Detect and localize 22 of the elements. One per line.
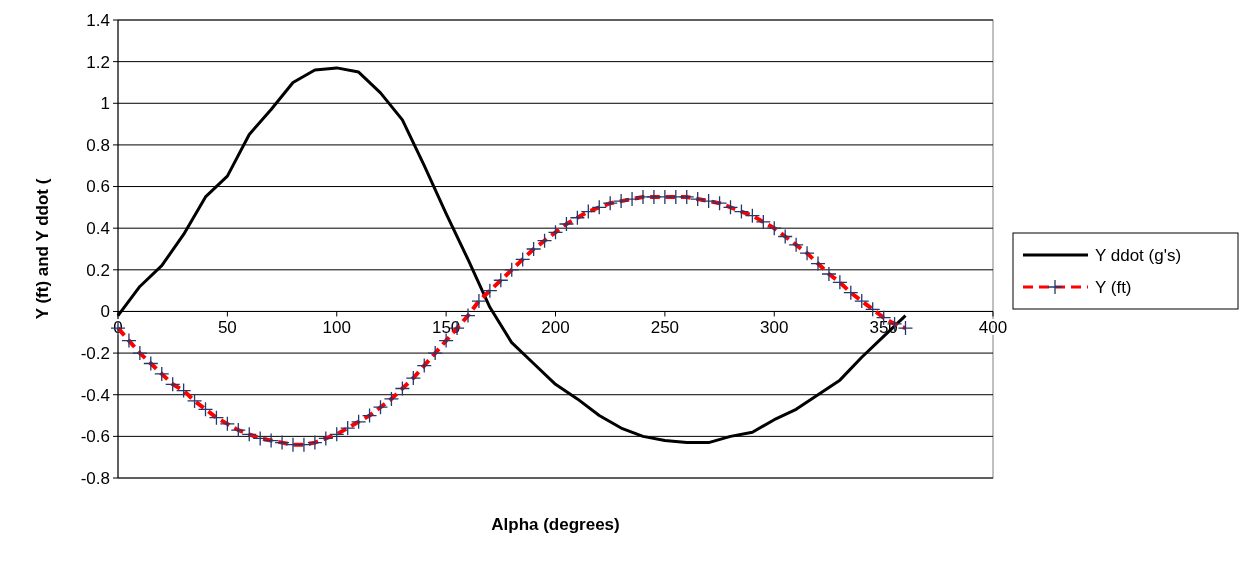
y-tick-label: 1.4: [86, 10, 110, 30]
y-tick-label: 0.2: [86, 260, 110, 280]
legend-label: Y (ft): [1095, 277, 1132, 297]
y-tick-label: 1.2: [86, 52, 110, 72]
y-tick-label: -0.6: [80, 427, 110, 447]
x-tick-label: 300: [760, 318, 789, 338]
y-tick-label: 0.4: [86, 219, 110, 239]
legend-label: Y ddot (g's): [1095, 245, 1182, 265]
y-tick-label: 0.6: [86, 177, 110, 197]
x-axis-title: Alpha (degrees): [491, 515, 620, 534]
y-tick-label: -0.2: [80, 344, 110, 364]
y-tick-label: -0.4: [80, 385, 110, 405]
y-tick-label: 0.8: [86, 135, 110, 155]
x-tick-label: 100: [322, 318, 351, 338]
y-tick-label: 1: [100, 94, 110, 114]
y-axis-title: Y (ft) and Y ddot (: [33, 178, 52, 320]
x-tick-label: 400: [978, 318, 1008, 338]
x-tick-label: 250: [650, 318, 680, 338]
y-tick-label: -0.8: [80, 468, 110, 488]
x-tick-label: 50: [217, 318, 237, 338]
x-tick-label: 200: [541, 318, 570, 338]
y-tick-label: 0: [100, 302, 110, 322]
